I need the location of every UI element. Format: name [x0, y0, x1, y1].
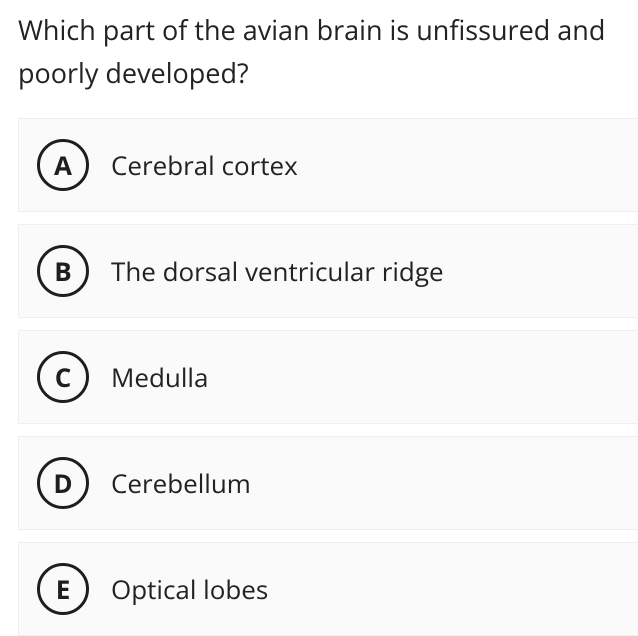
- option-letter-circle: E: [37, 563, 89, 615]
- options-list: A Cerebral cortex B The dorsal ventricul…: [0, 118, 638, 636]
- option-c[interactable]: C Medulla: [18, 330, 638, 424]
- option-text-label: The dorsal ventricular ridge: [111, 253, 444, 289]
- option-text-label: Optical lobes: [111, 571, 268, 607]
- question-text: Which part of the avian brain is unfissu…: [0, 0, 638, 118]
- option-letter-circle: C: [37, 351, 89, 403]
- option-b[interactable]: B The dorsal ventricular ridge: [18, 224, 638, 318]
- option-letter-circle: A: [37, 139, 89, 191]
- option-e[interactable]: E Optical lobes: [18, 542, 638, 636]
- option-text-label: Cerebral cortex: [111, 147, 298, 183]
- option-text-label: Medulla: [111, 359, 208, 395]
- option-d[interactable]: D Cerebellum: [18, 436, 638, 530]
- option-a[interactable]: A Cerebral cortex: [18, 118, 638, 212]
- option-letter-circle: B: [37, 245, 89, 297]
- option-text-label: Cerebellum: [111, 465, 251, 501]
- option-letter-circle: D: [37, 457, 89, 509]
